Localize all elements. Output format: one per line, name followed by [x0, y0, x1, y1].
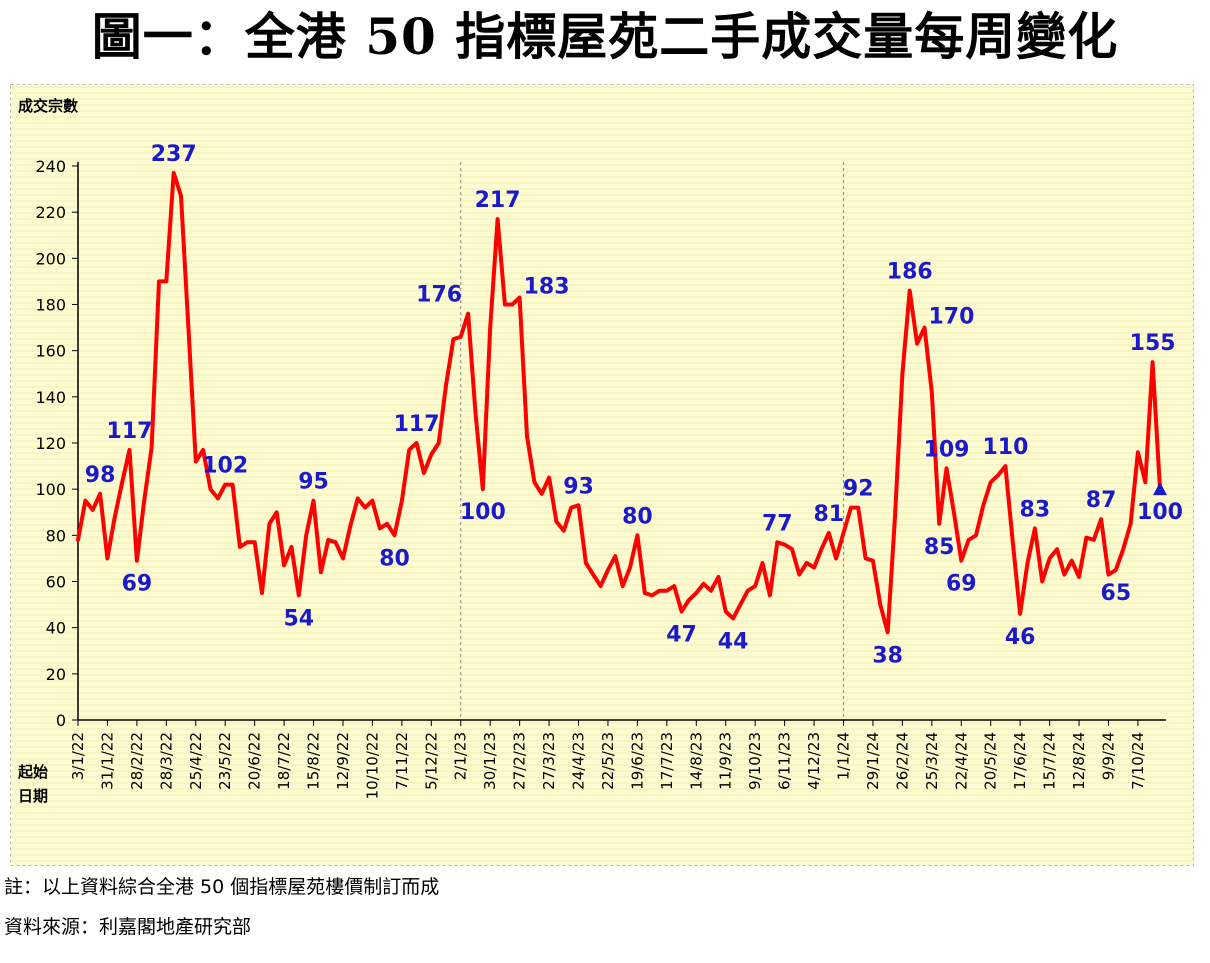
x-axis: 3/1/22 31/1/22 28/2/22 28/3/22 25/4/22 23/5/2… [69, 720, 1147, 799]
y-tick-label: 100 [35, 480, 66, 499]
x-tick-label: 2/1/23 [452, 732, 470, 780]
y-tick-label: 200 [35, 249, 66, 268]
x-tick-label: 6/11/23 [776, 732, 794, 790]
series-polyline [76, 170, 1162, 635]
data-label: 87 [1086, 488, 1117, 513]
x-tick-label: 7/10/24 [1129, 732, 1147, 790]
y-tick-label: 120 [35, 434, 66, 453]
source-note: 資料來源：利嘉閣地產研究部 [4, 916, 252, 938]
x-tick-label: 4/12/23 [805, 732, 823, 790]
data-label: 80 [622, 504, 653, 529]
data-label: 69 [122, 572, 153, 597]
data-label: 65 [1101, 581, 1132, 606]
x-tick-label: 17/6/24 [1011, 732, 1029, 790]
data-label: 109 [924, 437, 970, 462]
x-tick-label: 27/3/23 [540, 732, 558, 790]
y-tick-label: 160 [35, 342, 66, 361]
data-label: 117 [107, 419, 153, 444]
data-label: 85 [924, 535, 955, 560]
data-label: 38 [872, 643, 903, 668]
x-tick-label: 7/11/22 [393, 732, 411, 790]
x-axis-title-line-1: 起始 [17, 763, 48, 781]
data-label: 44 [718, 629, 749, 654]
data-label: 47 [666, 623, 697, 648]
data-label: 117 [394, 412, 440, 437]
x-tick-label: 10/10/22 [363, 732, 381, 799]
data-label: 100 [460, 500, 506, 525]
data-label: 98 [85, 463, 116, 488]
axes [77, 162, 1166, 721]
data-label: 110 [982, 435, 1028, 460]
data-label: 102 [202, 454, 248, 479]
data-label: 93 [563, 474, 594, 499]
data-label: 186 [887, 260, 933, 285]
x-tick-label: 1/1/24 [834, 732, 852, 780]
y-axis-title: 成交宗數 [18, 97, 78, 115]
data-label: 69 [946, 572, 977, 597]
y-tick-label: 0 [56, 711, 66, 730]
data-label: 95 [298, 470, 329, 495]
data-label: 170 [928, 305, 974, 330]
x-tick-label: 24/4/23 [570, 732, 588, 790]
y-axis: 0 20 40 60 80 100 120 140 160 180 200 220 240 [35, 157, 78, 730]
data-label: 46 [1005, 625, 1036, 650]
x-tick-label: 26/2/24 [893, 732, 911, 790]
y-tick-label: 140 [35, 388, 66, 407]
line-chart: 成交宗數 0 20 40 60 80 100 120 140 160 180 200 220 240 3… [10, 84, 1194, 866]
data-label: 92 [843, 477, 874, 502]
data-label: 176 [416, 283, 462, 308]
data-label: 77 [762, 511, 793, 536]
x-tick-label: 12/8/24 [1070, 732, 1088, 790]
x-tick-label: 9/9/24 [1099, 732, 1117, 780]
x-tick-label: 30/1/23 [481, 732, 499, 790]
data-label: 237 [151, 142, 197, 167]
data-label: 81 [813, 502, 844, 527]
x-tick-label: 5/12/22 [422, 732, 440, 790]
data-label: 100 [1137, 500, 1183, 525]
x-tick-label: 25/3/24 [923, 732, 941, 790]
x-tick-label: 20/6/22 [246, 732, 264, 790]
x-tick-label: 9/10/23 [746, 732, 764, 790]
chart: 成交宗數 0 20 40 60 80 100 120 140 160 180 200 220 240 3… [10, 84, 1194, 866]
x-tick-label: 25/4/22 [187, 732, 205, 790]
x-tick-label: 19/6/23 [628, 732, 646, 790]
y-tick-label: 80 [46, 526, 66, 545]
data-label: 83 [1020, 497, 1051, 522]
x-tick-label: 23/5/22 [216, 732, 234, 790]
x-tick-label: 22/4/24 [952, 732, 970, 790]
x-tick-label: 18/7/22 [275, 732, 293, 790]
data-label: 217 [475, 188, 521, 213]
x-axis-title-line-2: 日期 [18, 787, 48, 805]
y-tick-label: 20 [46, 665, 66, 684]
x-tick-label: 14/8/23 [687, 732, 705, 790]
data-labels: 98 117 69 237 102 54 95 80 117 176 100 217 183 93 80 47… [85, 142, 1183, 668]
data-label: 155 [1130, 331, 1176, 356]
x-tick-label: 29/1/24 [864, 732, 882, 790]
end-marker [1153, 482, 1167, 496]
x-tick-label: 22/5/23 [599, 732, 617, 790]
series-line [76, 170, 1167, 635]
x-tick-label: 31/1/22 [98, 732, 116, 790]
x-tick-label: 3/1/22 [69, 732, 87, 780]
x-tick-label: 12/9/22 [334, 732, 352, 790]
data-label: 183 [524, 275, 570, 300]
x-tick-label: 28/3/22 [157, 732, 175, 790]
y-tick-label: 60 [46, 573, 66, 592]
footnote: 註：以上資料綜合全港 50 個指標屋苑樓價制訂而成 [4, 876, 440, 898]
x-tick-label: 15/7/24 [1041, 732, 1059, 790]
x-tick-label: 15/8/22 [305, 732, 323, 790]
x-tick-label: 27/2/23 [511, 732, 529, 790]
data-label: 80 [379, 546, 410, 571]
y-tick-label: 220 [35, 203, 66, 222]
data-label: 54 [284, 606, 315, 631]
year-separators [460, 162, 844, 720]
x-tick-label: 20/5/24 [982, 732, 1000, 790]
x-tick-label: 11/9/23 [717, 732, 735, 790]
y-tick-label: 40 [46, 619, 66, 638]
y-tick-label: 180 [35, 296, 66, 315]
page-title: 圖一：全港 50 指標屋苑二手成交量每周變化 [91, 7, 1119, 66]
y-tick-label: 240 [35, 157, 66, 176]
x-tick-label: 28/2/22 [128, 732, 146, 790]
x-tick-label: 17/7/23 [658, 732, 676, 790]
